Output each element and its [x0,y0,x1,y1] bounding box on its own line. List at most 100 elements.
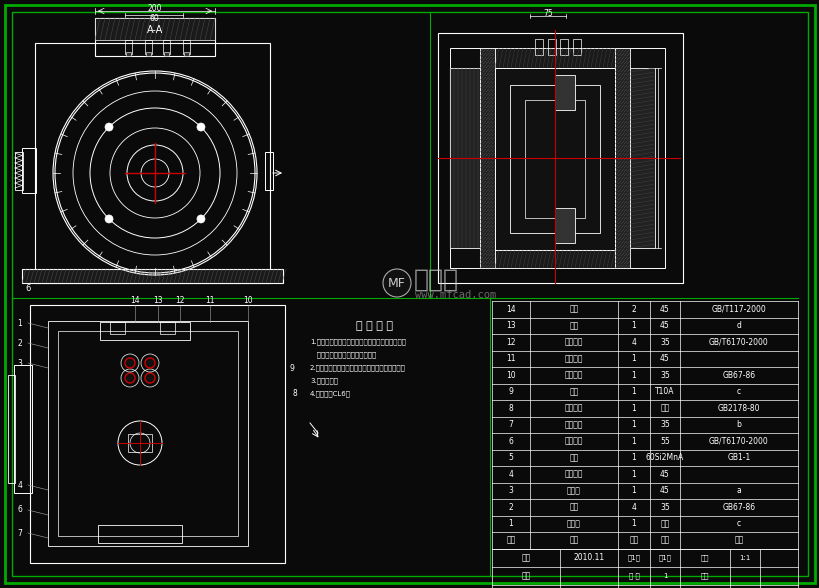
Text: GB2178-80: GB2178-80 [717,404,759,413]
Text: 1: 1 [631,321,636,330]
Circle shape [105,123,113,131]
Text: 弹簧压座: 弹簧压座 [564,470,582,479]
Text: 35: 35 [659,503,669,512]
Text: 4: 4 [631,503,636,512]
Bar [95,18,215,56]
Bar [491,549,797,588]
Text: 7: 7 [508,420,513,429]
Bar [183,52,188,56]
Bar [22,148,36,193]
Text: 材料: 材料 [659,536,669,544]
Text: 55: 55 [659,437,669,446]
Text: 10: 10 [243,296,252,305]
Text: 钉蒙: 钉蒙 [659,404,669,413]
Text: 7: 7 [17,529,22,537]
Text: 备注: 备注 [734,536,743,544]
Bar [100,322,190,340]
Text: 35: 35 [659,420,669,429]
Text: 60: 60 [149,14,159,22]
Text: 13: 13 [153,296,163,305]
Text: 技 术 要 求: 技 术 要 求 [356,321,393,331]
Circle shape [124,373,135,383]
Text: 3: 3 [508,486,513,495]
Bar [495,250,614,268]
Text: 11: 11 [505,354,515,363]
Bar [495,48,614,68]
Text: GB/T117-2000: GB/T117-2000 [711,305,766,314]
Text: 4.先涂底漆CL6。: 4.先涂底漆CL6。 [310,390,351,397]
Text: 1: 1 [631,453,636,462]
Text: 8: 8 [508,404,513,413]
Text: 8: 8 [292,389,297,397]
Bar [22,269,283,283]
Circle shape [382,269,410,297]
Text: 1:1: 1:1 [739,554,749,560]
Text: 压紧弹子: 压紧弹子 [564,437,582,446]
Text: 1: 1 [662,573,667,579]
Text: 1: 1 [631,387,636,396]
Bar [265,152,273,190]
Bar [554,208,574,243]
Text: 数量: 数量 [629,536,638,544]
Text: 床号: 床号 [506,536,515,544]
Text: 弹簧: 弹簧 [568,453,578,462]
Bar [95,18,215,40]
Text: GB/T6170-2000: GB/T6170-2000 [708,437,768,446]
Bar [98,525,182,543]
Text: 6: 6 [25,283,30,292]
Text: 共1张: 共1张 [658,554,671,561]
Text: 2010.11: 2010.11 [572,553,604,562]
Text: 元日座: 元日座 [567,519,580,528]
Text: 3: 3 [17,359,22,368]
Text: 1: 1 [17,319,22,328]
Bar [509,85,600,233]
Text: 制图: 制图 [521,553,530,562]
Circle shape [145,358,155,368]
Text: 1: 1 [631,519,636,528]
Bar [110,322,124,334]
Text: 第1张: 第1张 [627,554,640,561]
Text: 2.零件在装配时用模油滑油，涂干层表面涂油漆；: 2.零件在装配时用模油滑油，涂干层表面涂油漆； [310,365,405,371]
Text: 6: 6 [508,437,513,446]
Bar [48,321,247,546]
Text: GB/T6170-2000: GB/T6170-2000 [708,338,768,347]
Text: c: c [736,387,740,396]
Bar [164,52,169,56]
Text: 1.装配前零件与其他部件不加工面应涂油漆干净，: 1.装配前零件与其他部件不加工面应涂油漆干净， [310,339,405,345]
Bar [534,39,542,55]
Text: www.mfcad.com: www.mfcad.com [414,290,495,300]
Bar [183,40,190,54]
Text: 定位元件: 定位元件 [564,420,582,429]
Bar [35,43,269,283]
Text: 防松螺钉: 防松螺钉 [564,371,582,380]
Bar [30,305,285,563]
Text: 沐风网: 沐风网 [414,268,459,292]
Text: 60Si2MnA: 60Si2MnA [645,453,683,462]
Text: 9: 9 [289,363,294,373]
Text: 1: 1 [631,486,636,495]
Bar [572,39,581,55]
Bar [8,375,15,483]
Text: 负丁: 负丁 [568,503,578,512]
Bar [547,39,555,55]
Text: 200: 200 [147,4,162,12]
Bar [128,434,152,452]
Text: 2: 2 [17,339,22,348]
Text: 弹簧钉: 弹簧钉 [567,486,580,495]
Text: 1: 1 [631,420,636,429]
Bar [160,322,174,334]
Circle shape [124,358,135,368]
Text: 钳键: 钳键 [568,321,578,330]
Text: 45: 45 [659,354,669,363]
Text: 12: 12 [505,338,515,347]
Text: 5: 5 [508,453,513,462]
Bar [629,68,654,248]
Text: GB67-86: GB67-86 [722,503,754,512]
Text: 14: 14 [130,296,140,305]
Bar [58,331,238,536]
Text: 巺杉: 巺杉 [568,387,578,396]
Bar [15,152,23,190]
Text: b: b [735,420,740,429]
Text: 1: 1 [631,371,636,380]
Text: 11: 11 [205,296,215,305]
